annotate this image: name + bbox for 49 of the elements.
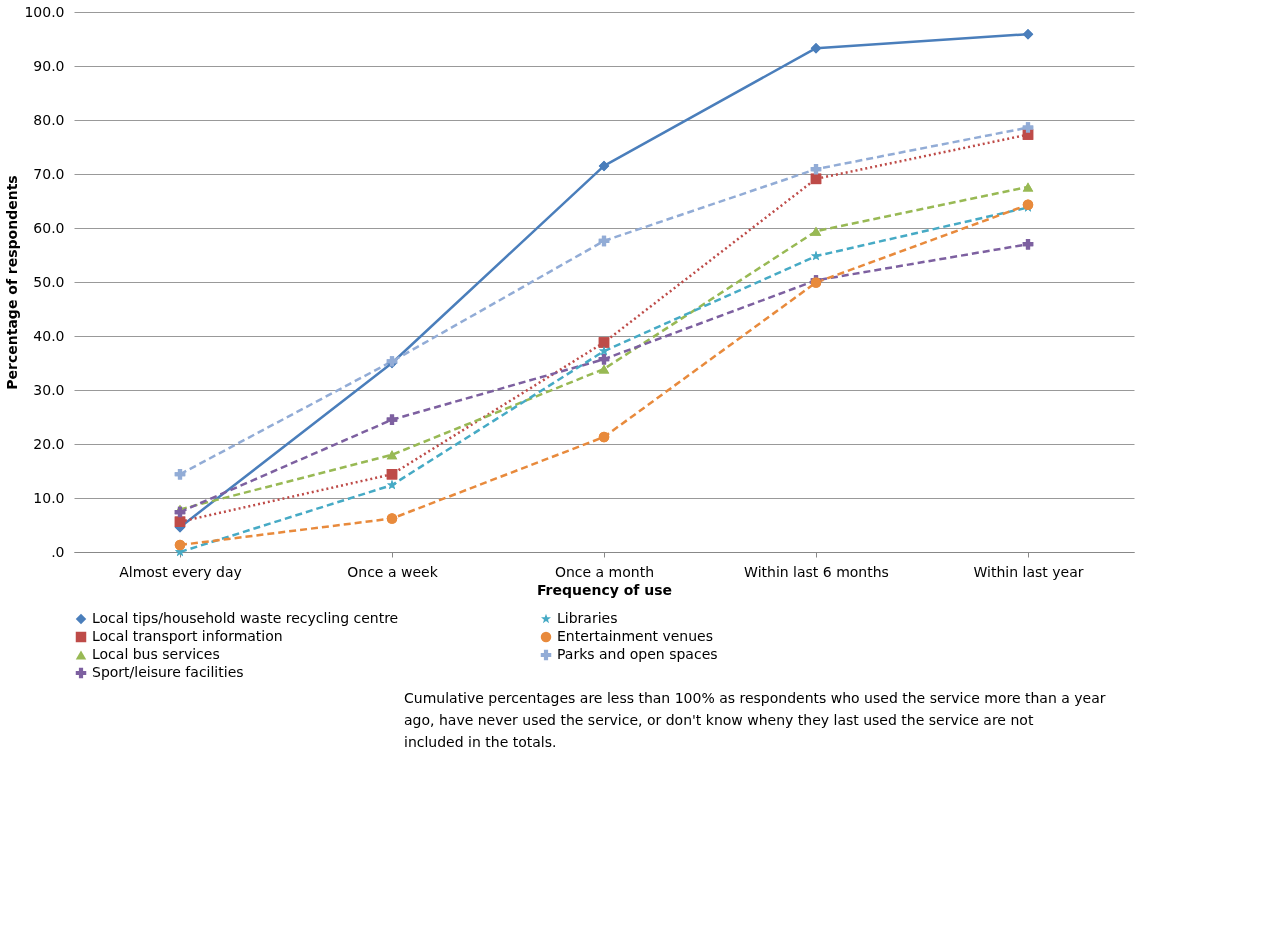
text: Cumulative percentages are less than 100% as respondents who used the service more than a year ago, have never used the service, or don't know wheny they last used the service are not included in the totals. (404, 690, 1106, 750)
legend-label: Sport/leisure facilities (92, 664, 244, 680)
y-tick-label: 30.0 (33, 381, 65, 398)
point (174, 469, 186, 480)
point (386, 414, 398, 425)
legend-label: Libraries (557, 610, 618, 626)
point (598, 431, 610, 443)
point (387, 479, 397, 490)
point (174, 506, 186, 518)
legend-label: Entertainment venues (557, 628, 714, 644)
x-tick-label: Almost every day (119, 563, 242, 580)
point (386, 469, 398, 480)
point (386, 450, 398, 460)
y-tick-label: 50.0 (33, 273, 65, 290)
point (810, 173, 822, 185)
legend-label: Local bus services (92, 646, 220, 662)
y-tick-label: 60.0 (33, 219, 65, 236)
point (1022, 238, 1034, 250)
point (810, 226, 822, 236)
point (1022, 182, 1034, 192)
x-tick-label: Once a month (554, 563, 655, 580)
legend-label: Local transport information (92, 628, 283, 644)
y-tick-label: 90.0 (33, 57, 65, 74)
legend-label: Local tips/household waste recycling centre (92, 610, 399, 626)
point (598, 337, 610, 348)
point (174, 539, 186, 551)
y-axis-title: Percentage of respondents (4, 175, 21, 390)
x-tick-label: Within last year (973, 563, 1084, 580)
point (598, 353, 610, 365)
y-tick-label: 80.0 (33, 111, 65, 128)
x-tick-label: Once a week (347, 563, 439, 580)
point (174, 516, 186, 527)
point (1022, 28, 1034, 40)
y-tick-label: .0 (51, 543, 65, 560)
x-axis-title: Frequency of use (536, 581, 673, 598)
legend-label: Parks and open spaces (557, 646, 718, 662)
point (598, 235, 610, 247)
y-tick-label: 10.0 (33, 489, 65, 506)
x-tick-label: Within last 6 months (744, 563, 889, 580)
y-tick-label: 100.0 (24, 3, 65, 20)
y-tick-label: 70.0 (33, 165, 65, 182)
point (598, 160, 610, 172)
point (598, 364, 610, 374)
point (810, 42, 822, 54)
point (386, 513, 398, 524)
point (810, 163, 822, 175)
point (1022, 122, 1034, 133)
y-tick-label: 20.0 (33, 435, 65, 452)
y-tick-label: 40.0 (33, 327, 65, 344)
